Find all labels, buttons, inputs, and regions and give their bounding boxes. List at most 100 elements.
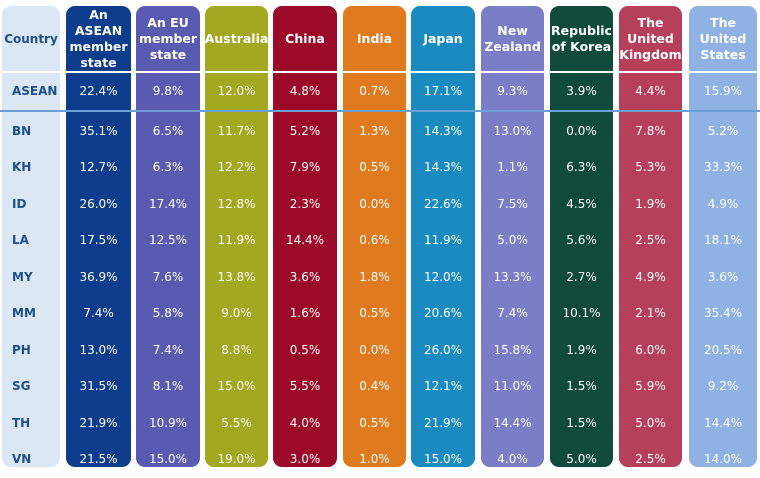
table-cell: 5.5% (221, 415, 252, 430)
table-cell: 13.0% (493, 123, 532, 138)
table-cell: 15.9% (703, 84, 743, 99)
table-cell: 9.0% (221, 306, 252, 321)
table-cell: 14.3% (423, 160, 463, 175)
table-cell: 1.9% (635, 196, 666, 211)
country-label: VN (12, 452, 32, 467)
country-label: PH (12, 342, 31, 357)
country-label: MM (12, 306, 36, 321)
table-cell: 14.4% (493, 415, 532, 430)
table-cell: 0.5% (359, 306, 390, 321)
table-cell: 21.9% (79, 415, 118, 430)
table-cell: 7.5% (497, 196, 528, 211)
table-cell: 0.0% (566, 123, 597, 138)
country-label: ID (12, 196, 27, 211)
table-cell: 6.3% (152, 160, 184, 175)
table-cell: 0.0% (359, 342, 390, 357)
table-cell: 19.0% (217, 452, 256, 467)
table-cell: 2.5% (635, 233, 666, 248)
table-cell: 4.4% (635, 84, 666, 99)
table-cell: 20.6% (423, 306, 463, 321)
table-cell: 4.9% (635, 269, 666, 284)
table-cell: 10.9% (148, 415, 188, 430)
table-cell: 15.8% (493, 342, 532, 357)
country-label: BN (12, 123, 32, 138)
column-header: The United States (699, 15, 747, 62)
column-bg (689, 6, 757, 467)
header-separator (0, 71, 760, 73)
table-cell: 0.4% (359, 379, 390, 394)
country-label: LA (12, 233, 29, 248)
table-cell: 9.8% (152, 84, 184, 99)
column-bg (66, 6, 131, 467)
table-cell: 7.4% (152, 342, 184, 357)
table-cell: 12.7% (79, 160, 118, 175)
table-cell: 5.5% (289, 379, 321, 394)
table-cell: 2.7% (566, 269, 597, 284)
table-cell: 33.3% (703, 160, 743, 175)
column-header: Australia (204, 31, 269, 46)
country-label: SG (12, 379, 31, 394)
table-cell: 1.1% (497, 160, 528, 175)
table-cell: 9.3% (497, 84, 528, 99)
country-column-bg (2, 6, 60, 467)
table-cell: 10.1% (562, 306, 601, 321)
table-cell: 11.9% (423, 233, 463, 248)
table-cell: 4.0% (497, 452, 528, 467)
table-cell: 0.5% (359, 415, 390, 430)
table-cell: 35.1% (79, 123, 118, 138)
column-bg (136, 6, 200, 467)
country-label: KH (12, 160, 32, 175)
table-cell: 14.4% (285, 233, 325, 248)
table-cell: 14.0% (703, 452, 743, 467)
table-cell: 8.1% (152, 379, 184, 394)
table-cell: 7.9% (289, 160, 321, 175)
table-cell: 7.4% (497, 306, 528, 321)
table-cell: 22.6% (423, 196, 463, 211)
country-label: TH (12, 415, 31, 430)
table-cell: 1.5% (566, 415, 597, 430)
table-cell: 2.1% (635, 306, 666, 321)
table-cell: 3.9% (566, 84, 597, 99)
table-cell: 5.0% (566, 452, 597, 467)
column-bg (411, 6, 475, 467)
table-cell: 5.2% (707, 123, 739, 138)
table-cell: 18.1% (703, 233, 743, 248)
table-cell: 11.7% (217, 123, 256, 138)
table-cell: 17.4% (148, 196, 188, 211)
table-cell: 1.5% (566, 379, 597, 394)
table-cell: 5.3% (635, 160, 666, 175)
column-header: An ASEAN member state (69, 7, 128, 70)
table-cell: 4.5% (566, 196, 597, 211)
table-cell: 6.5% (152, 123, 184, 138)
header-country: Country (4, 32, 58, 46)
table-cell: 26.0% (423, 342, 463, 357)
table-cell: 12.0% (423, 269, 463, 284)
column-bg (343, 6, 406, 467)
table-cell: 1.6% (289, 306, 321, 321)
table-cell: 21.5% (79, 452, 118, 467)
table-cell: 11.0% (493, 379, 532, 394)
table-cell: 7.4% (83, 306, 114, 321)
table-cell: 7.8% (635, 123, 666, 138)
table-cell: 0.0% (359, 196, 390, 211)
column-bg (205, 6, 268, 467)
table-cell: 6.0% (635, 342, 666, 357)
table-cell: 5.8% (152, 306, 184, 321)
table-cell: 12.1% (423, 379, 463, 394)
table-cell: 5.2% (289, 123, 321, 138)
table-cell: 4.8% (289, 84, 321, 99)
table-cell: 13.8% (217, 269, 256, 284)
table-cell: 8.8% (221, 342, 252, 357)
table-cell: 26.0% (79, 196, 118, 211)
column-bg (619, 6, 682, 467)
column-header: Japan (423, 31, 463, 46)
column-header: Republic of Korea (551, 23, 612, 54)
country-label: ASEAN (12, 84, 58, 99)
column-header: An EU member state (138, 15, 198, 62)
column-header: China (285, 31, 325, 46)
table-cell: 11.9% (217, 233, 256, 248)
table-cell: 17.5% (79, 233, 118, 248)
table-cell: 12.8% (217, 196, 256, 211)
column-header: India (356, 31, 393, 46)
